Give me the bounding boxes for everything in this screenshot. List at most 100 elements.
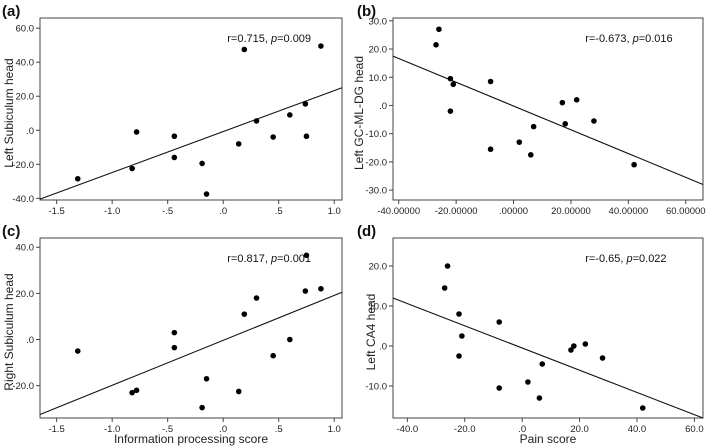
data-point bbox=[436, 26, 442, 33]
data-point bbox=[582, 341, 589, 347]
data-point bbox=[253, 295, 260, 301]
scatter-panel-1: (a) -1.5 -1.0 -.5 .0 .5 1.0 -40.0 -20.0 .0 20.0 40.… bbox=[2, 3, 343, 217]
y-tick-label: 30.0 bbox=[369, 16, 388, 27]
regression-line bbox=[39, 291, 343, 416]
data-point bbox=[599, 355, 606, 361]
x-tick-label: 20.00000 bbox=[551, 206, 591, 217]
y-tick-label: 20.0 bbox=[369, 262, 388, 273]
x-tick-label: 60.00000 bbox=[666, 206, 706, 217]
data-point bbox=[639, 405, 646, 411]
y-tick-label: -20.0 bbox=[12, 381, 34, 392]
annotation-p-symbol: p bbox=[632, 33, 639, 45]
data-point bbox=[447, 108, 454, 114]
data-point bbox=[591, 118, 597, 124]
x-tick-label: 1.0 bbox=[328, 424, 341, 435]
data-point bbox=[129, 389, 135, 396]
data-point bbox=[496, 385, 503, 391]
data-point bbox=[270, 352, 276, 359]
data-point bbox=[496, 319, 503, 325]
data-point bbox=[235, 141, 242, 147]
data-point bbox=[74, 348, 81, 354]
data-point bbox=[447, 75, 454, 82]
annotation-r: r=0.817, bbox=[227, 253, 271, 265]
plot-frame bbox=[39, 237, 343, 419]
x-tick-label: 1.0 bbox=[328, 206, 341, 217]
x-tick-label: -.5 bbox=[162, 206, 173, 217]
x-tick-label: -40.00000 bbox=[377, 206, 420, 217]
data-point bbox=[74, 175, 81, 182]
annotation-p-value: =0.009 bbox=[277, 33, 311, 45]
data-point bbox=[199, 404, 205, 411]
y-tick-label: -30.0 bbox=[365, 186, 387, 197]
annotation-p-value: =0.022 bbox=[633, 253, 667, 265]
data-point bbox=[199, 160, 205, 167]
data-point bbox=[133, 129, 140, 135]
y-axis-label: Right Subiculum head bbox=[2, 273, 16, 390]
data-point bbox=[450, 81, 457, 88]
correlation-annotation: r=0.715, p=0.009 bbox=[227, 33, 311, 45]
data-point bbox=[303, 133, 310, 140]
data-point bbox=[203, 375, 210, 382]
x-tick-label: -1.5 bbox=[48, 206, 64, 217]
x-tick-label: .5 bbox=[275, 424, 283, 435]
annotation-p-value: =0.001 bbox=[277, 253, 311, 265]
data-point bbox=[171, 344, 178, 351]
data-point bbox=[241, 46, 248, 53]
plot-frame bbox=[39, 17, 343, 201]
x-tick-label: .5 bbox=[275, 206, 283, 217]
data-point bbox=[171, 154, 178, 161]
x-tick-label: 40.0 bbox=[628, 424, 647, 435]
y-tick-label: 40.0 bbox=[16, 243, 35, 254]
x-tick-label: -20.0 bbox=[454, 424, 476, 435]
y-tick-label: -20.0 bbox=[12, 160, 34, 171]
data-point bbox=[303, 252, 310, 259]
data-point bbox=[129, 165, 135, 172]
y-tick-label: .0 bbox=[379, 101, 387, 112]
data-point bbox=[235, 388, 242, 395]
y-tick-label: 40.0 bbox=[16, 58, 35, 69]
data-point bbox=[287, 112, 293, 118]
y-tick-label: -40.0 bbox=[12, 194, 34, 205]
x-tick-label: .0 bbox=[219, 206, 227, 217]
data-point bbox=[527, 152, 534, 158]
y-tick-label: 10.0 bbox=[369, 302, 388, 313]
x-axis-label: Pain score bbox=[520, 432, 577, 446]
data-point bbox=[516, 139, 523, 145]
panel-label: (d) bbox=[357, 223, 376, 240]
data-point bbox=[441, 285, 448, 291]
y-axis-label: Left CA4 head bbox=[364, 294, 378, 371]
data-point bbox=[171, 133, 178, 140]
data-point bbox=[536, 395, 543, 401]
x-tick-label: -1.5 bbox=[48, 424, 64, 435]
y-tick-label: 20.0 bbox=[16, 92, 35, 103]
x-tick-label: .0 bbox=[219, 424, 227, 435]
x-tick-label: .0 bbox=[518, 424, 526, 435]
annotation-r: r=-0.673, bbox=[585, 33, 632, 45]
data-point bbox=[171, 329, 178, 336]
x-tick-label: -1.0 bbox=[104, 424, 120, 435]
data-point bbox=[302, 101, 309, 107]
data-point bbox=[444, 263, 451, 269]
x-tick-label: .00000 bbox=[499, 206, 528, 217]
x-tick-label: 40.00000 bbox=[609, 206, 649, 217]
y-tick-label: -20.0 bbox=[365, 157, 387, 168]
scatter-panel-3: (c) -1.5 -1.0 -.5 .0 .5 1.0 -20.0 .0 20.0 40.0 Righ… bbox=[2, 223, 343, 446]
regression-line bbox=[392, 55, 704, 185]
y-tick-label: 20.0 bbox=[369, 45, 388, 56]
annotation-p-symbol: p bbox=[270, 33, 277, 45]
correlation-annotation: r=0.817, p=0.001 bbox=[227, 253, 311, 265]
y-tick-label: -10.0 bbox=[365, 382, 387, 393]
data-point bbox=[433, 42, 439, 48]
plot-frame bbox=[392, 17, 704, 201]
scatter-panel-2: (b) -40.00000 -20.00000 .00000 20.00000 40.00… bbox=[352, 3, 706, 217]
regression-line bbox=[39, 87, 343, 200]
panel-label: (b) bbox=[357, 3, 376, 20]
panel-label: (c) bbox=[2, 223, 20, 240]
data-point bbox=[568, 347, 574, 353]
data-point bbox=[562, 121, 569, 127]
data-point bbox=[456, 311, 462, 317]
regression-line bbox=[392, 297, 704, 419]
data-point bbox=[539, 361, 546, 367]
y-axis-label: Left GC-ML-DG head bbox=[352, 56, 366, 170]
